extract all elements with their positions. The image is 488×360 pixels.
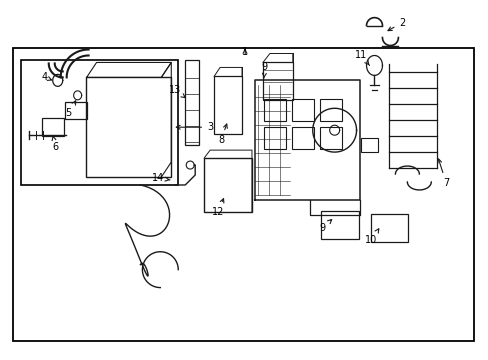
Bar (264, 99, 285, 121)
Text: 8: 8 (218, 124, 227, 145)
Text: 1: 1 (242, 48, 247, 58)
Text: 14: 14 (152, 173, 170, 183)
Bar (320, 211, 358, 239)
Text: 3: 3 (176, 122, 213, 132)
Text: 6: 6 (52, 136, 59, 152)
Text: 13: 13 (169, 85, 185, 98)
Bar (319, 127, 341, 149)
Text: 2: 2 (387, 18, 405, 31)
Text: 11: 11 (355, 50, 369, 66)
Bar (86, 77, 170, 177)
Bar (291, 99, 313, 121)
Text: 9: 9 (261, 62, 267, 78)
Text: 10: 10 (365, 229, 378, 245)
Bar (360, 138, 378, 152)
Text: 12: 12 (211, 199, 224, 217)
Bar (41, 118, 63, 136)
Bar (291, 127, 313, 149)
Bar (64, 102, 86, 119)
Bar (21, 60, 178, 185)
Bar (319, 99, 341, 121)
Text: 7: 7 (437, 159, 448, 188)
Bar (264, 127, 285, 149)
Bar (203, 158, 251, 212)
Text: 9: 9 (319, 220, 331, 233)
Text: 5: 5 (65, 101, 76, 118)
Bar (214, 76, 242, 134)
Bar (370, 214, 407, 242)
Text: 4: 4 (41, 72, 51, 82)
Bar (13, 48, 473, 341)
Bar (185, 60, 199, 145)
Bar (263, 62, 292, 100)
